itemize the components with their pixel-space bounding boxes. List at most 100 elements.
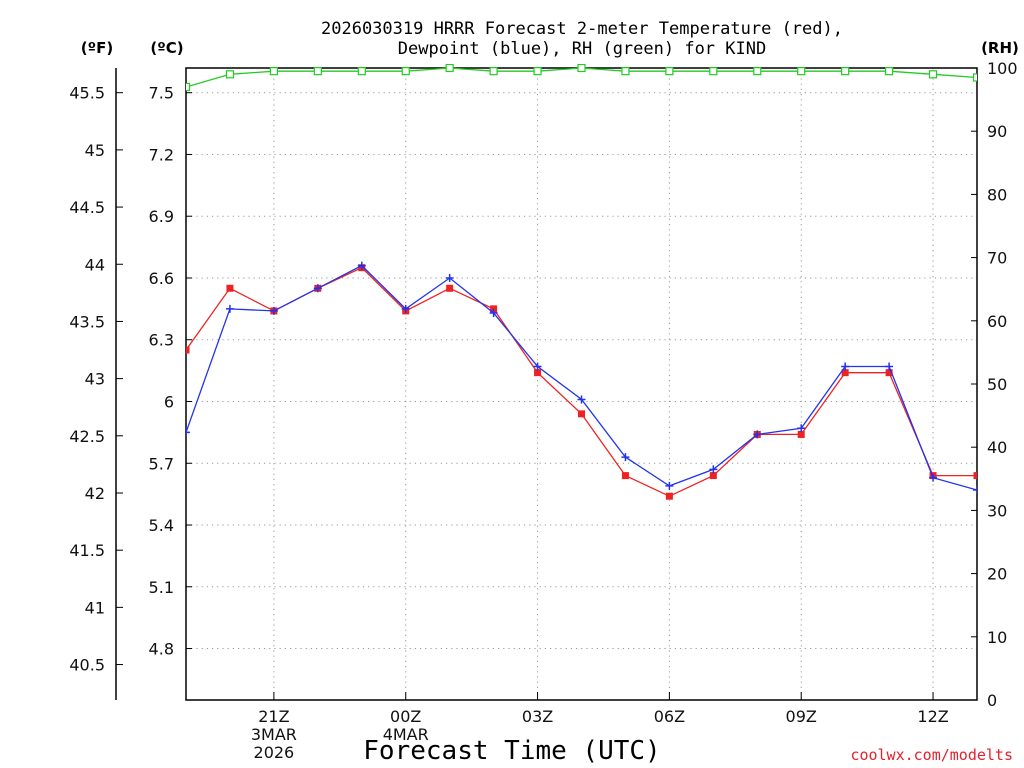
fahrenheit-tick-label: 41 [85, 598, 105, 617]
data-point [709, 472, 717, 480]
data-point [841, 67, 850, 76]
celsius-tick-label: 6.9 [149, 207, 174, 226]
fahrenheit-axis: 40.5 41 41.5 42 42.5 43 43.5 44 44.5 45 45.5 [69, 84, 123, 675]
data-point [929, 473, 938, 482]
data-point [269, 306, 278, 315]
data-point [709, 67, 718, 76]
celsius-axis: 4.8 5.1 5.4 5.7 6 6.3 6.6 6.9 7.2 7.5 [149, 84, 192, 659]
rh-tick-label: 30 [987, 501, 1007, 520]
series-dewpoint [186, 261, 977, 495]
data-point [665, 481, 674, 490]
data-point [225, 70, 235, 79]
data-point [446, 284, 454, 292]
fahrenheit-tick-label: 40.5 [69, 656, 105, 675]
data-point [357, 67, 366, 76]
chart-title-line2: Dewpoint (blue), RH (green) for KIND [398, 39, 766, 59]
data-point [533, 67, 542, 76]
fahrenheit-tick-label: 42 [85, 484, 105, 503]
celsius-tick-label: 6 [164, 392, 174, 411]
data-point [709, 465, 718, 474]
data-point [445, 273, 454, 282]
time-tick-label: 09Z [786, 707, 817, 726]
time-tick-label: 4MAR [383, 725, 429, 744]
grid [186, 68, 977, 700]
celsius-tick-label: 5.1 [149, 578, 174, 597]
rh-tick-label: 0 [987, 691, 997, 710]
time-tick-label: 21Z [258, 707, 289, 726]
fahrenheit-tick-label: 43 [85, 370, 105, 389]
x-axis-label: Forecast Time (UTC) [363, 736, 660, 766]
data-point [401, 67, 410, 76]
data-point [577, 395, 586, 404]
fahrenheit-tick-label: 45.5 [69, 84, 105, 103]
data-point [885, 369, 893, 377]
data-point [225, 304, 234, 313]
rh-tick-label: 60 [987, 312, 1007, 331]
data-point [753, 430, 762, 439]
time-tick-label: 12Z [917, 707, 948, 726]
data-point [885, 67, 894, 76]
data-point [797, 67, 806, 76]
data-point [186, 428, 190, 437]
data-point [841, 369, 849, 377]
data-point [186, 346, 190, 354]
celsius-tick-label: 6.3 [149, 331, 174, 350]
data-point [445, 64, 454, 73]
series-line-dewpoint [186, 264, 977, 491]
data-point [885, 362, 894, 371]
series-rh [186, 64, 977, 92]
rh-unit-label: (RH) [981, 39, 1019, 57]
data-point [534, 369, 542, 377]
rh-tick-label: 90 [987, 122, 1007, 141]
plot-frame [185, 67, 978, 701]
data-point [186, 82, 191, 92]
data-point [973, 486, 977, 495]
fahrenheit-tick-label: 44.5 [69, 198, 105, 217]
rh-tick-label: 80 [987, 185, 1007, 204]
credit-text: coolwx.com/modelts [850, 746, 1013, 764]
data-point [401, 304, 410, 313]
fahrenheit-tick-label: 45 [85, 141, 105, 160]
data-point [928, 70, 938, 79]
series [186, 64, 977, 500]
data-point [489, 67, 498, 76]
data-point [313, 67, 322, 76]
chart-title-line1: 2026030319 HRRR Forecast 2-meter Tempera… [321, 19, 843, 39]
data-point [841, 362, 850, 371]
time-tick-label: 00Z [390, 707, 421, 726]
time-tick-label: 2026 [254, 743, 295, 762]
celsius-tick-label: 6.6 [149, 269, 174, 288]
rh-tick-label: 100 [987, 59, 1018, 78]
data-point [753, 67, 762, 76]
time-tick-label: 06Z [654, 707, 685, 726]
data-point [972, 73, 977, 82]
celsius-tick-label: 7.5 [149, 84, 174, 103]
data-point [797, 430, 805, 438]
data-point [577, 64, 586, 73]
fahrenheit-tick-label: 41.5 [69, 541, 105, 560]
time-tick-label: 03Z [522, 707, 553, 726]
data-point [621, 67, 630, 76]
series-temperature [186, 264, 977, 500]
rh-tick-label: 20 [987, 565, 1007, 584]
celsius-tick-label: 4.8 [149, 640, 174, 659]
celsius-unit-label: (ºC) [150, 39, 183, 57]
celsius-tick-label: 5.7 [149, 454, 174, 473]
data-point [533, 362, 542, 371]
data-point [665, 67, 674, 76]
data-point [357, 261, 366, 270]
data-point [313, 284, 322, 293]
fahrenheit-tick-label: 43.5 [69, 312, 105, 331]
celsius-tick-label: 5.4 [149, 516, 174, 535]
series-line-temperature [186, 266, 977, 497]
data-point [269, 67, 278, 76]
data-point [489, 308, 498, 317]
rh-tick-label: 40 [987, 438, 1007, 457]
data-point [797, 424, 806, 433]
fahrenheit-unit-label: (ºF) [81, 39, 113, 57]
fahrenheit-tick-label: 44 [85, 255, 105, 274]
data-point [973, 472, 977, 480]
axes [115, 67, 978, 701]
